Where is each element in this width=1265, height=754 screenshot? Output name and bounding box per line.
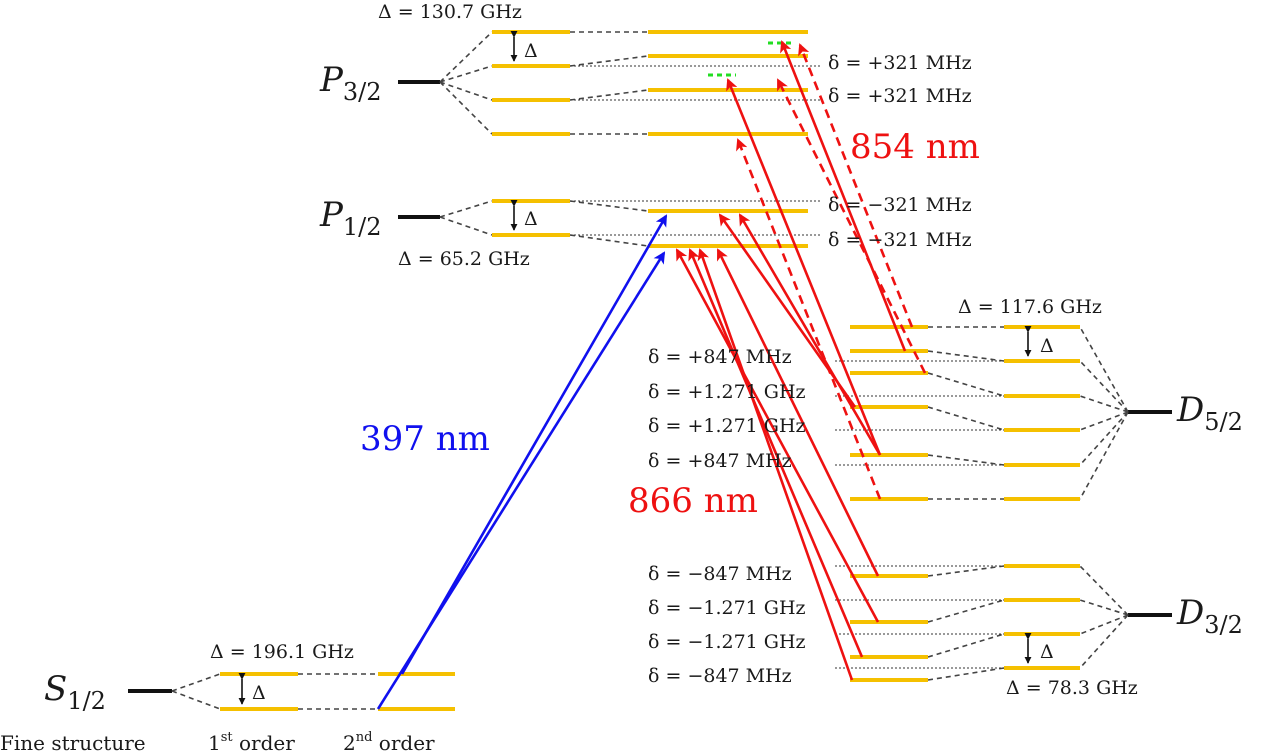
detuning-label: δ = −847 MHz (648, 563, 792, 585)
axis-fine-structure: Fine structure (0, 731, 146, 754)
detuning-label: δ = +1.271 GHz (648, 415, 806, 437)
d32-delta-symbol: Δ (1040, 641, 1054, 663)
wavelength-866-label: 866 nm (628, 481, 758, 521)
s12-manifold: Δ Δ = 196.1 GHz (171, 641, 455, 711)
axis-first-order: 1st order (208, 730, 295, 754)
detuning-label: δ = +321 MHz (828, 85, 972, 107)
d52-manifold: Δ Δ = 117.6 GHz (835, 296, 1129, 501)
wavelength-397-label: 397 nm (360, 419, 490, 459)
p12-label: P1/2 (319, 195, 382, 241)
laser-854-arrows (726, 40, 927, 500)
d32-manifold: Δ Δ = 78.3 GHz (835, 564, 1138, 699)
axis-second-order: 2nd order (343, 730, 435, 754)
laser-397-arrows (376, 214, 668, 710)
detuning-label: δ = −321 MHz (828, 194, 972, 216)
detuning-label: δ = +1.271 GHz (648, 381, 806, 403)
d32-splitting: Δ = 78.3 GHz (1006, 677, 1138, 699)
p12-splitting: Δ = 65.2 GHz (398, 248, 530, 270)
wavelength-854-label: 854 nm (850, 127, 980, 167)
detuning-label: δ = +321 MHz (828, 52, 972, 74)
d32-label: D3/2 (1176, 593, 1243, 639)
detuning-label: δ = +847 MHz (648, 346, 792, 368)
detuning-label: δ = +847 MHz (648, 450, 792, 472)
p32-manifold: Δ Δ = 130.7 GHz (378, 1, 820, 136)
detuning-label: δ = −847 MHz (648, 665, 792, 687)
s12-label: S1/2 (44, 669, 106, 715)
detuning-label: δ = −1.271 GHz (648, 597, 806, 619)
d52-label: D5/2 (1176, 390, 1243, 436)
d52-splitting: Δ = 117.6 GHz (958, 296, 1102, 318)
s12-splitting: Δ = 196.1 GHz (210, 641, 354, 663)
d52-delta-symbol: Δ (1040, 335, 1054, 357)
p12-manifold: Δ Δ = 65.2 GHz (398, 199, 820, 270)
p12-delta-symbol: Δ (524, 208, 538, 230)
detuning-label: δ = −321 MHz (828, 229, 972, 251)
p32-label: P3/2 (319, 60, 382, 106)
s12-delta-symbol: Δ (252, 682, 266, 704)
detuning-label: δ = −1.271 GHz (648, 631, 806, 653)
p32-splitting: Δ = 130.7 GHz (378, 1, 522, 23)
laser-866-arrows (675, 213, 882, 681)
p32-delta-symbol: Δ (524, 40, 538, 62)
